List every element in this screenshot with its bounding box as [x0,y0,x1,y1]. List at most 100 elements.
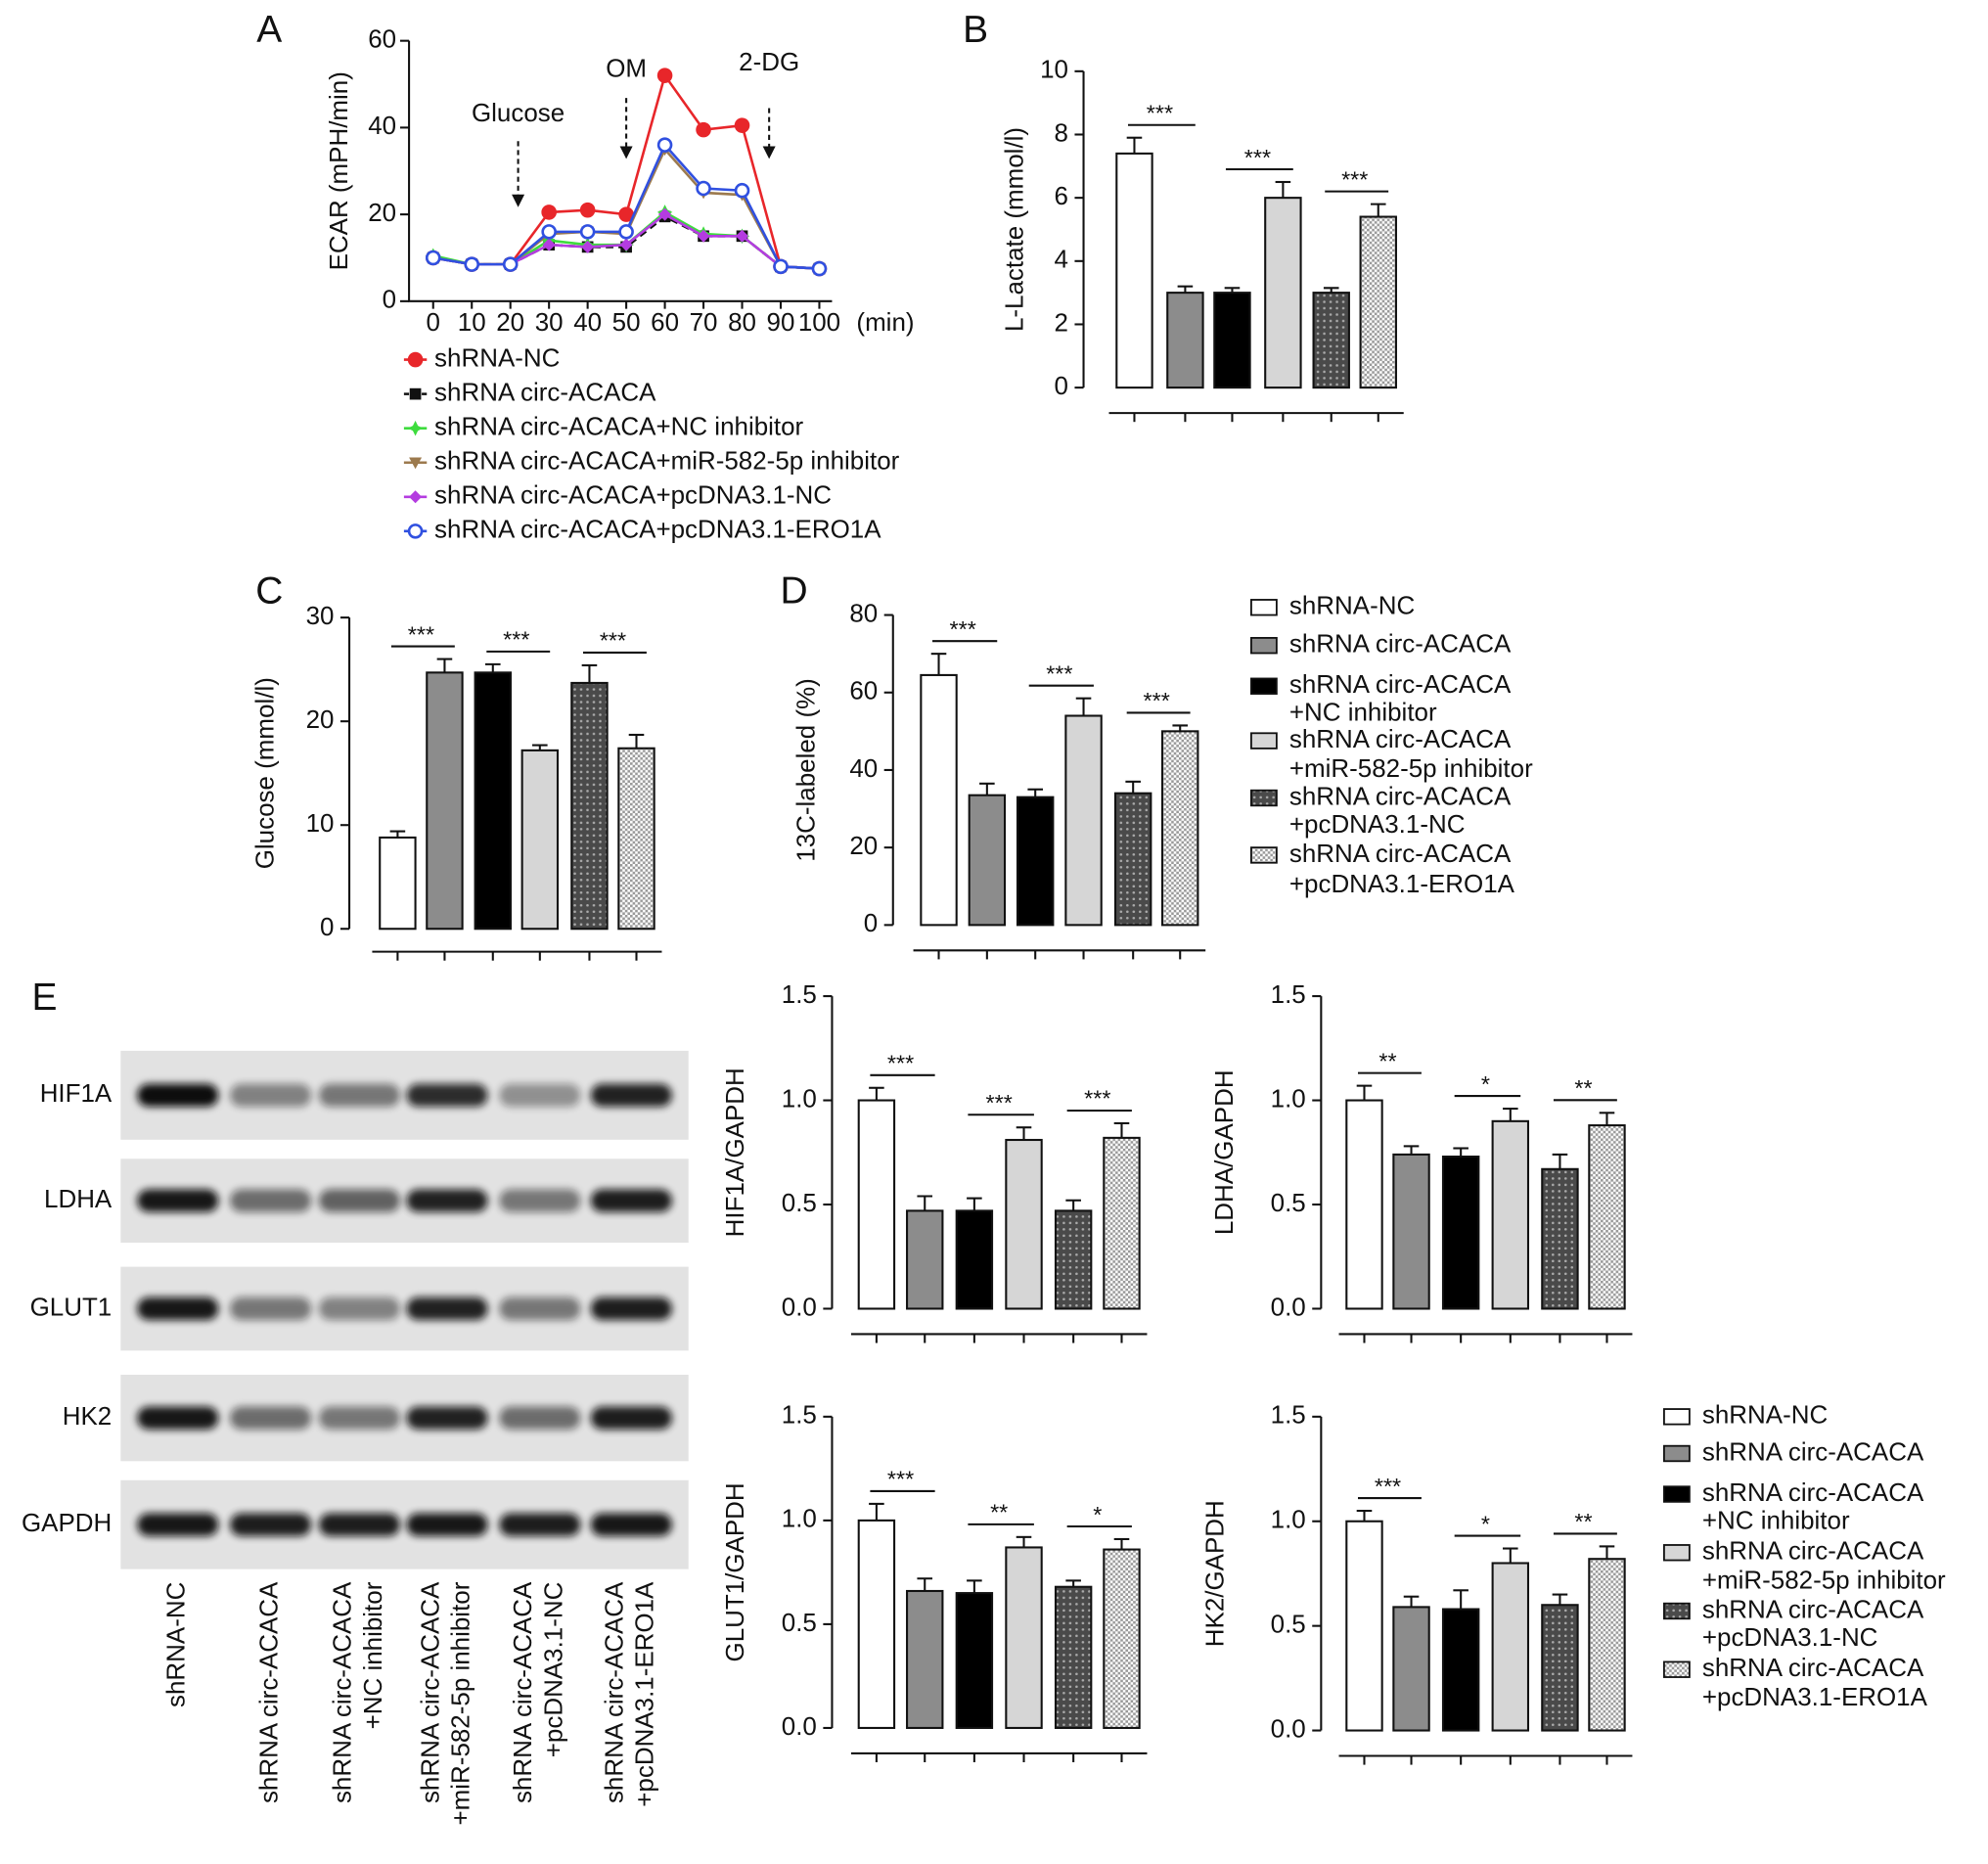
marker [541,205,557,220]
marker [409,457,423,470]
significance-label: *** [1244,145,1271,170]
bar [1016,796,1055,927]
y-tick-label: 1.5 [782,979,817,1009]
legend-label: shRNA circ-ACACA [1702,1594,1924,1623]
lane-label: shRNA circ-ACACA [508,1581,537,1803]
blot-band [590,1406,672,1430]
bar [1213,292,1251,389]
bar [1113,792,1152,927]
x-tick-label: 30 [535,307,564,337]
bar [955,1592,994,1729]
y-axis-label: Glucose (mmol/l) [250,677,280,869]
y-tick-label: 40 [368,111,396,140]
y-tick-label: 0.5 [782,1608,817,1637]
y-tick-label: 0.5 [782,1188,817,1217]
blot-band [230,1513,312,1536]
y-tick-label: 30 [306,601,335,630]
y-tick-label: 20 [306,705,335,734]
panel-label: A [256,9,282,51]
annotation: OM [606,53,647,82]
legend-swatch [1250,677,1278,695]
bar [1541,1604,1579,1732]
y-tick-label: 10 [1040,55,1068,84]
bar [1541,1167,1579,1310]
bar [1160,730,1199,927]
bar [1491,1562,1530,1732]
bar [1005,1546,1043,1729]
marker [464,256,480,272]
lane-label: +NC inhibitor [358,1581,387,1729]
bar [1005,1138,1043,1310]
legend-swatch [1250,732,1278,750]
marker [734,182,750,199]
significance-label: ** [1574,1075,1592,1101]
lane-label: +pcDNA3.1-NC [538,1582,567,1758]
legend-label: +NC inhibitor [1702,1505,1850,1534]
bar [1392,1153,1430,1310]
bar [968,794,1007,927]
y-tick-label: 40 [849,753,878,783]
legend-label: +pcDNA3.1-NC [1289,809,1466,839]
marker [407,351,424,368]
y-tick-label: 0 [320,912,334,941]
y-axis-label: LDHA/GAPDH [1209,1069,1239,1235]
y-tick-label: 1.5 [782,1400,817,1430]
legend-label: shRNA circ-ACACA [1702,1653,1924,1682]
marker [541,224,557,240]
blot-band [137,1189,219,1212]
y-tick-label: 80 [849,598,878,627]
legend-label: +miR-582-5p inhibitor [1289,753,1533,783]
x-tick-label: 60 [651,307,679,337]
blot-band [137,1296,219,1321]
x-tick-label: 50 [612,307,641,337]
legend-label: shRNA circ-ACACA [1702,1536,1924,1566]
y-tick-label: 0 [864,908,878,937]
marker [696,180,711,197]
y-tick-label: 0.0 [1271,1292,1306,1321]
y-tick-label: 0 [383,285,396,314]
blot-band [499,1296,581,1321]
marker [409,490,423,504]
blot-band [318,1513,400,1536]
bar [1115,152,1153,389]
blot-band [590,1513,672,1536]
marker [618,224,634,240]
legend-swatch [1662,1408,1691,1426]
blot-band [499,1083,581,1108]
bar [906,1209,944,1310]
panel-label: C [255,570,283,613]
significance-label: *** [887,1051,914,1076]
panel-label: D [780,570,807,613]
legend-label: shRNA circ-ACACA [1702,1478,1924,1507]
bar [1064,714,1103,927]
legend-label: shRNA-NC [434,342,560,372]
legend-label: shRNA circ-ACACA [1289,629,1512,659]
annotation-arrowhead [762,146,776,159]
legend-label: shRNA circ-ACACA [1702,1436,1924,1466]
y-axis-label: ECAR (mPH/min) [324,71,353,270]
marker [425,250,441,266]
bar [1264,197,1302,389]
blot-band [230,1406,312,1430]
panel-label: B [963,9,988,51]
legend-swatch [1250,846,1278,864]
significance-label: *** [1144,688,1170,713]
blot-band [590,1083,672,1108]
x-tick-label: 20 [496,307,524,337]
protein-label: GAPDH [22,1508,112,1537]
bar [1441,1155,1480,1310]
legend-swatch [1662,1544,1691,1562]
bar [955,1209,994,1310]
legend-label: shRNA circ-ACACA+pcDNA3.1-NC [434,480,832,510]
x-tick-label: 40 [573,307,602,337]
legend-label: shRNA circ-ACACA [1289,781,1512,810]
legend-swatch [1662,1660,1691,1678]
panel-label: E [31,977,57,1019]
legend-label: shRNA circ-ACACA+NC inhibitor [434,412,804,441]
y-axis-label: HK2/GAPDH [1200,1500,1230,1647]
blot-band [406,1083,488,1108]
bar [906,1589,944,1729]
y-tick-label: 1.5 [1271,979,1306,1009]
significance-label: *** [950,616,976,642]
legend-label: +NC inhibitor [1289,698,1437,727]
